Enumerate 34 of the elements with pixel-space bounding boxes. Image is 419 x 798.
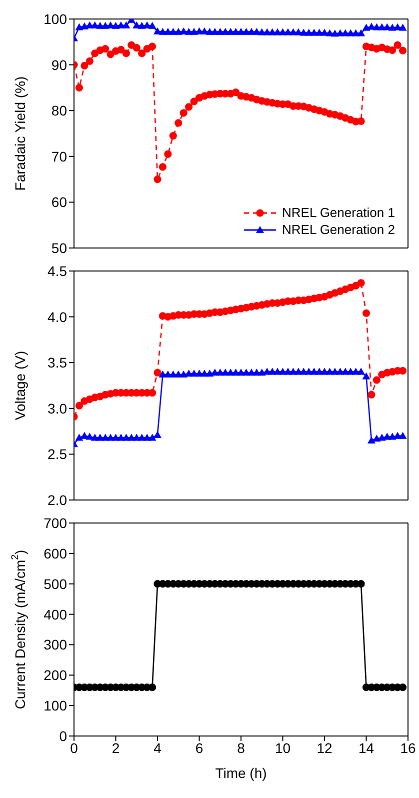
- y-tick-label: 2.5: [48, 446, 68, 462]
- y-tick-label: 3.0: [48, 400, 68, 416]
- legend-label: NREL Generation 2: [282, 221, 395, 238]
- x-tick-label: 2: [112, 740, 120, 756]
- y-tick-label: 400: [44, 606, 68, 622]
- x-tick-label: 14: [358, 740, 374, 756]
- y-tick-label: 600: [44, 545, 68, 562]
- y-tick-label: 700: [44, 514, 68, 531]
- y-tick-label: 4.0: [48, 308, 68, 325]
- x-tick-label: 4: [154, 740, 162, 756]
- x-tick-label: 8: [237, 740, 246, 756]
- y-tick-label: 80: [51, 102, 68, 119]
- y-tick-label: 60: [51, 194, 68, 210]
- y-tick-label: 100: [44, 10, 68, 27]
- legend-label: NREL Generation 1: [282, 204, 395, 221]
- y-tick-label: 70: [51, 148, 68, 164]
- y-tick-label: 50: [51, 240, 68, 256]
- y-tick-label: 4.5: [48, 262, 68, 279]
- x-tick-label: 16: [400, 740, 416, 756]
- x-tick-label: 12: [316, 740, 332, 756]
- x-tick-label: 10: [274, 740, 291, 756]
- y-tick-label: 2.0: [48, 492, 68, 508]
- y-tick-label: 200: [44, 667, 68, 684]
- y-tick-label: 100: [44, 698, 68, 714]
- x-tick-label: 6: [195, 740, 204, 756]
- y-tick-label: 90: [51, 56, 68, 73]
- y-tick-label: 500: [44, 576, 68, 592]
- x-axis-title: Time (h): [215, 765, 267, 781]
- y-tick-label: 0: [59, 728, 68, 744]
- y-axis-title: Faradaic Yield (%): [12, 76, 28, 191]
- x-tick-label: 0: [70, 740, 78, 756]
- y-tick-label: 3.5: [48, 354, 68, 371]
- y-axis-title: Voltage (V): [12, 350, 28, 420]
- y-tick-label: 300: [44, 636, 68, 653]
